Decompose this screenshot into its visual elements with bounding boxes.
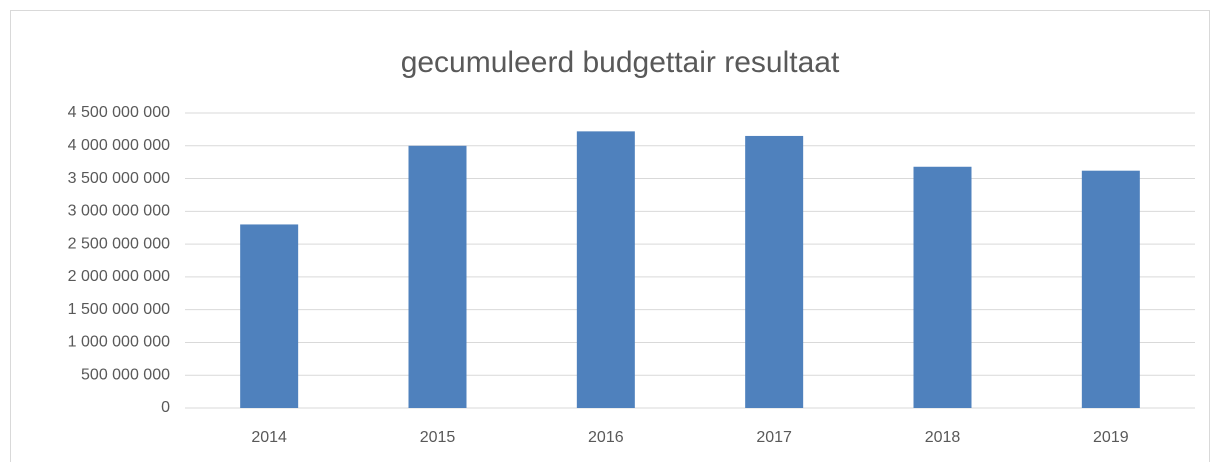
bar — [1081, 170, 1140, 408]
y-tick-label: 4 000 000 000 — [68, 137, 170, 154]
y-tick-label: 1 500 000 000 — [68, 301, 170, 318]
bar — [576, 131, 635, 408]
y-tick-label: 2 500 000 000 — [68, 235, 170, 252]
y-tick-label: 500 000 000 — [81, 366, 170, 383]
x-tick-label: 2017 — [756, 429, 792, 446]
y-tick-label: 2 000 000 000 — [68, 268, 170, 285]
x-tick-label: 2015 — [420, 429, 456, 446]
y-tick-label: 3 500 000 000 — [68, 170, 170, 187]
chart-title: gecumuleerd budgettair resultaat — [401, 46, 840, 79]
x-tick-label: 2019 — [1093, 429, 1129, 446]
x-tick-label: 2014 — [251, 429, 287, 446]
bar — [745, 135, 804, 408]
bar — [408, 145, 467, 408]
y-tick-label: 4 500 000 000 — [68, 104, 170, 121]
y-tick-label: 3 000 000 000 — [68, 203, 170, 220]
x-tick-label: 2016 — [588, 429, 624, 446]
bar — [240, 224, 299, 408]
bar — [913, 166, 972, 408]
y-tick-label: 0 — [161, 399, 170, 416]
x-tick-label: 2018 — [925, 429, 961, 446]
y-tick-label: 1 000 000 000 — [68, 334, 170, 351]
